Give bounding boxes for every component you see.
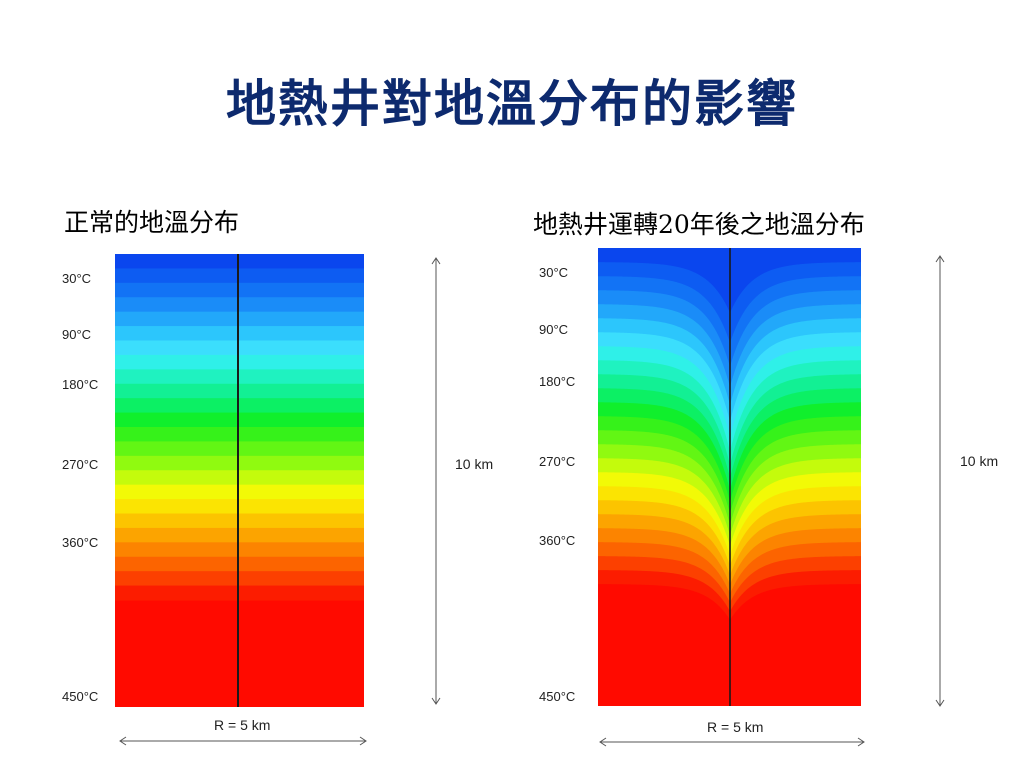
left-isotherm-band bbox=[115, 571, 364, 587]
right-temp-label-270: 270°C bbox=[539, 454, 576, 469]
left-temp-label-360: 360°C bbox=[62, 535, 99, 550]
left-panel-caption: 正常的地溫分布 bbox=[64, 208, 240, 237]
left-isotherm-band bbox=[115, 282, 364, 298]
left-isotherm-band bbox=[115, 369, 364, 385]
left-isotherm-band bbox=[115, 527, 364, 543]
left-temp-label-90: 90°C bbox=[62, 327, 92, 342]
left-isotherm-band bbox=[115, 398, 364, 414]
left-isotherm-band bbox=[115, 412, 364, 428]
left-isotherm-band bbox=[115, 326, 364, 342]
right-radius-arrow bbox=[599, 737, 865, 747]
left-isotherm-band bbox=[115, 513, 364, 529]
left-isotherm-band bbox=[115, 383, 364, 399]
left-isotherm-band bbox=[115, 542, 364, 558]
left-temp-label-30: 30°C bbox=[62, 271, 92, 286]
left-temp-label-180: 180°C bbox=[62, 377, 99, 392]
left-isotherm-band bbox=[115, 268, 364, 284]
left-depth-label: 10 km bbox=[455, 456, 494, 472]
right-temp-label-180: 180°C bbox=[539, 374, 576, 389]
right-temp-label-30: 30°C bbox=[539, 265, 569, 280]
right-temperature-field bbox=[598, 248, 861, 706]
left-isotherm-band bbox=[115, 340, 364, 356]
left-depth-arrow bbox=[431, 257, 441, 705]
right-depth-arrow bbox=[935, 255, 945, 707]
left-isotherm-band bbox=[115, 297, 364, 313]
left-isotherm-band bbox=[115, 556, 364, 572]
left-radius-arrow bbox=[119, 736, 367, 746]
right-radius-label: R = 5 km bbox=[707, 719, 764, 735]
left-isotherm-band bbox=[115, 455, 364, 471]
right-temp-label-90: 90°C bbox=[539, 322, 569, 337]
page-title: 地熱井對地溫分布的影響 bbox=[226, 74, 798, 133]
right-temp-label-360: 360°C bbox=[539, 533, 576, 548]
right-panel-caption: 地熱井運轉20年後之地溫分布 bbox=[533, 210, 865, 239]
left-isotherm-band bbox=[115, 427, 364, 443]
left-temperature-field bbox=[115, 254, 364, 707]
left-temp-label-270: 270°C bbox=[62, 457, 99, 472]
left-isotherm-band bbox=[115, 441, 364, 457]
right-depth-label: 10 km bbox=[960, 453, 999, 469]
left-isotherm-band bbox=[115, 484, 364, 500]
left-temp-label-450: 450°C bbox=[62, 689, 99, 704]
right-temp-label-450: 450°C bbox=[539, 689, 576, 704]
left-isotherm-band bbox=[115, 311, 364, 327]
left-isotherm-band bbox=[115, 254, 364, 270]
left-isotherm-band bbox=[115, 499, 364, 515]
left-isotherm-band bbox=[115, 470, 364, 486]
left-radius-label: R = 5 km bbox=[214, 717, 271, 733]
left-isotherm-band bbox=[115, 585, 364, 601]
left-isotherm-band bbox=[115, 354, 364, 370]
